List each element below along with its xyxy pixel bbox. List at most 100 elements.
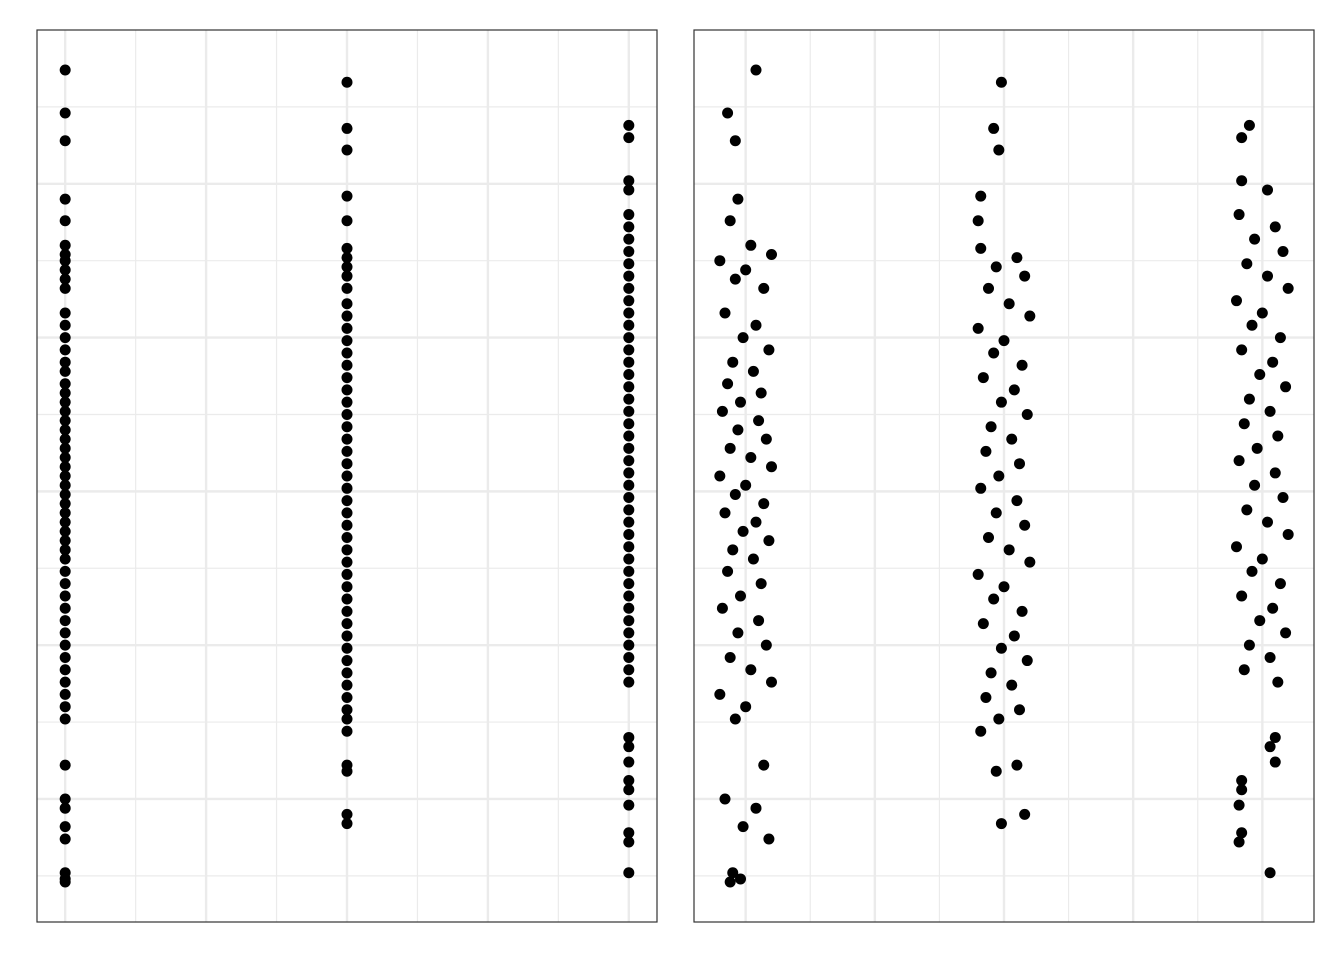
point <box>341 372 353 384</box>
point <box>623 319 635 331</box>
point <box>341 384 353 396</box>
point <box>59 544 71 556</box>
point <box>990 507 1002 519</box>
point <box>59 688 71 700</box>
point <box>722 565 734 577</box>
point <box>998 335 1010 347</box>
point <box>1014 704 1025 716</box>
point <box>722 107 734 119</box>
point <box>341 532 353 544</box>
point <box>727 867 739 879</box>
point <box>724 651 736 663</box>
point <box>1269 756 1281 768</box>
point <box>623 344 635 356</box>
point <box>59 319 71 331</box>
point <box>1233 209 1245 221</box>
point <box>737 332 749 344</box>
point <box>341 655 353 667</box>
point <box>1269 467 1281 479</box>
point <box>59 193 71 205</box>
point <box>59 590 71 602</box>
point <box>59 396 71 408</box>
point <box>59 488 71 500</box>
point <box>1243 639 1255 651</box>
point <box>763 344 775 356</box>
point <box>1011 759 1023 771</box>
point <box>714 255 726 267</box>
point <box>59 255 71 267</box>
point <box>1264 867 1276 879</box>
point <box>972 322 984 334</box>
point <box>747 365 759 377</box>
point <box>623 590 635 602</box>
point <box>341 322 353 334</box>
point <box>59 264 71 276</box>
point <box>59 215 71 227</box>
point <box>623 492 635 504</box>
point <box>341 396 353 408</box>
point <box>59 565 71 577</box>
point <box>758 282 770 294</box>
panel-border <box>693 29 1315 923</box>
point <box>1267 356 1279 368</box>
point <box>623 209 635 221</box>
point <box>750 64 762 76</box>
point <box>1282 282 1294 294</box>
point <box>59 273 71 285</box>
point <box>975 242 987 254</box>
point <box>623 381 635 393</box>
point <box>1006 433 1018 445</box>
point <box>1233 836 1245 848</box>
point <box>758 498 770 510</box>
point <box>758 759 770 771</box>
point <box>623 221 635 233</box>
point <box>732 424 744 436</box>
point <box>341 433 353 445</box>
point <box>1246 565 1258 577</box>
point <box>1256 553 1268 565</box>
point <box>1246 319 1258 331</box>
point <box>1264 651 1276 663</box>
point <box>1277 492 1289 504</box>
point <box>755 387 767 399</box>
point <box>623 741 635 753</box>
point <box>1236 132 1248 144</box>
point <box>341 765 353 777</box>
point <box>990 765 1002 777</box>
point <box>623 784 635 796</box>
point <box>623 602 635 614</box>
point <box>1019 519 1031 531</box>
point <box>341 679 353 691</box>
point <box>1264 405 1276 417</box>
point <box>623 368 635 380</box>
point <box>341 630 353 642</box>
point <box>1274 332 1286 344</box>
point <box>740 264 752 276</box>
point <box>1236 344 1248 356</box>
point <box>623 393 635 405</box>
panel-border <box>36 29 658 923</box>
point <box>59 452 71 464</box>
point <box>975 190 987 202</box>
point <box>737 525 749 537</box>
point <box>1014 458 1025 470</box>
point <box>341 581 353 593</box>
point <box>1249 233 1261 245</box>
point <box>623 258 635 270</box>
point <box>59 516 71 528</box>
point <box>750 516 762 528</box>
point <box>1011 495 1023 507</box>
point <box>1003 544 1015 556</box>
point <box>59 332 71 344</box>
point <box>763 535 775 547</box>
point <box>1241 504 1253 516</box>
point <box>727 356 739 368</box>
point <box>729 135 741 147</box>
point <box>341 421 353 433</box>
point <box>623 651 635 663</box>
point <box>341 190 353 202</box>
point <box>1272 676 1284 688</box>
point <box>59 651 71 663</box>
point <box>729 713 741 725</box>
point <box>341 818 353 830</box>
